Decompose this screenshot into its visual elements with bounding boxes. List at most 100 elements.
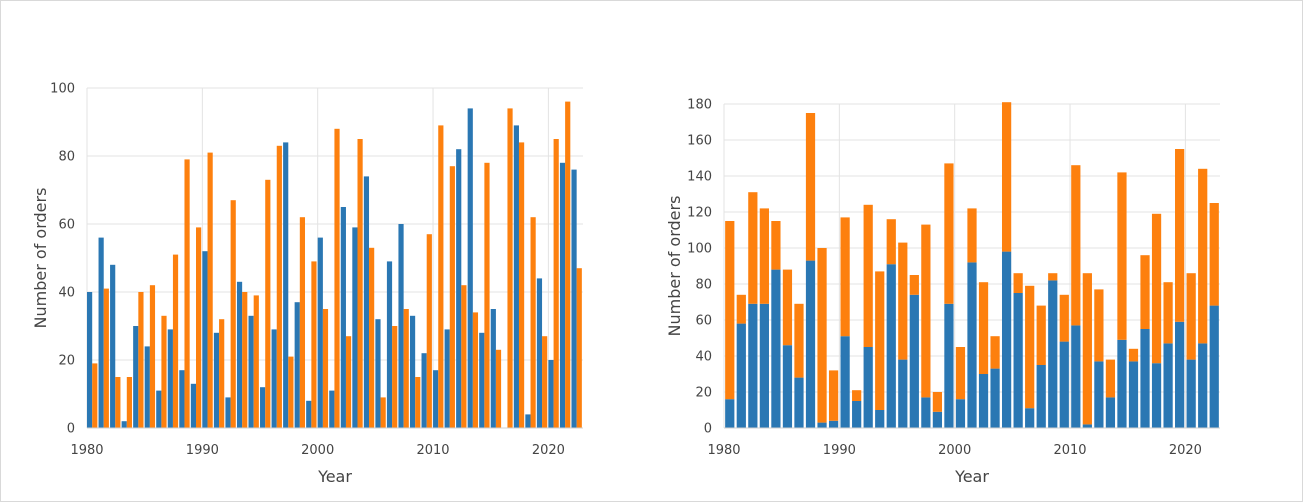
bar-1982-s0 [748,303,758,428]
bar-2006-s1 [392,326,398,428]
bar-2022-s1 [576,268,582,428]
bar-1988-s1 [184,159,190,428]
bar-2018-s0 [1163,343,1173,428]
y-tick-label: 120 [687,206,712,221]
bar-2009-s0 [1059,341,1069,428]
bar-1995-s0 [260,387,266,428]
bar-2002-s0 [978,374,989,428]
y-tick-label: 100 [50,82,75,97]
bar-1986-s1 [794,303,804,378]
y-tick-label: 60 [695,314,712,329]
y-tick-label: 160 [687,134,712,149]
bar-1984-s0 [771,269,781,428]
bar-2010-s0 [433,370,439,428]
bar-2002-s1 [978,282,989,374]
y-tick-label: 140 [687,170,712,185]
bar-1997-s0 [921,397,931,428]
bar-2003-s1 [357,139,363,428]
bar-2007-s0 [1036,365,1046,428]
bar-1980-s0 [87,292,93,428]
bar-1983-s1 [126,377,132,428]
bar-2001-s1 [967,208,977,263]
y-tick-label: 180 [687,98,712,113]
bar-1994-s0 [886,264,896,428]
bar-1983-s1 [759,208,769,304]
bar-1987-s1 [172,254,179,428]
bar-2016-s0 [1140,329,1150,428]
grouped-bar-chart: 0 20 40 60 80 100 1980 1990 2000 2010 2020 Year Numb… [31,82,583,486]
stacked-bar-chart: 0 20 40 60 80 100 120 140 160 180 1980 1990 2000 2010… [665,98,1220,486]
bar-2006-s1 [1025,285,1035,409]
bar-1981-s0 [736,323,746,428]
bar-2008-s0 [409,315,416,428]
bar-1997-s0 [283,142,289,428]
bar-2021-s0 [559,162,566,429]
bar-2018-s1 [1163,282,1173,344]
bar-2003-s0 [990,368,1000,428]
bar-2009-s0 [421,353,427,428]
bar-1982-s1 [115,377,121,428]
y-tick-label: 0 [67,422,75,437]
bar-1998-s0 [932,411,943,428]
bar-1996-s0 [909,294,919,428]
bar-1986-s0 [794,377,804,428]
y-tick-label: 40 [58,286,75,301]
bar-1986-s0 [156,390,162,428]
bar-2016-s1 [1140,255,1150,329]
bar-2001-s1 [334,128,340,429]
bar-1993-s1 [242,292,248,428]
bar-1987-s1 [805,113,816,261]
y-tick-label: 80 [58,150,75,165]
x-tick-label: 2010 [416,443,449,458]
bar-1999-s0 [306,400,312,428]
x-tick-label: 2000 [301,443,334,458]
x-tick-label: 2010 [1053,443,1086,458]
bar-2010-s1 [438,125,444,429]
bar-2013-s1 [472,312,479,428]
y-tick-label: 0 [704,422,712,437]
y-tick-label: 40 [695,350,712,365]
bar-1994-s1 [886,219,896,265]
bar-2000-s1 [955,347,966,400]
bar-1997-s1 [921,224,931,398]
bar-2005-s0 [1013,293,1023,428]
bar-2015-s0 [490,309,496,428]
bar-2021-s1 [565,101,571,428]
bar-2005-s1 [380,397,386,428]
bar-2011-s0 [1082,424,1092,428]
bar-2008-s1 [1048,273,1058,281]
y-tick-label: 60 [58,218,75,233]
bar-1997-s1 [288,356,294,428]
bar-1989-s1 [828,370,839,421]
bar-2005-s1 [1013,273,1023,293]
bar-2014-s0 [1117,339,1127,428]
x-axis-title: Year [954,467,989,486]
bar-1996-s0 [271,329,277,428]
bar-2017-s0 [513,125,519,429]
bar-2020-s0 [548,360,554,428]
bar-2013-s0 [467,108,473,429]
bar-2004-s1 [1001,102,1012,252]
bar-2014-s0 [479,332,485,428]
bar-2003-s1 [990,336,1000,369]
x-axis-title: Year [317,467,352,486]
bar-2021-s0 [1198,343,1208,428]
bar-1990-s1 [207,152,213,428]
bar-2014-s1 [1117,172,1127,340]
bar-2022-s0 [571,169,577,428]
y-tick-label: 20 [695,386,712,401]
bar-2007-s1 [1036,305,1046,365]
bar-2009-s1 [426,234,432,428]
bar-2004-s0 [1001,251,1012,428]
bar-1992-s1 [230,200,236,428]
bar-1993-s0 [875,410,885,428]
bars [725,102,1219,428]
bar-2020-s1 [1186,273,1196,360]
bar-2015-s1 [495,349,502,428]
bar-1980-s1 [92,363,98,428]
bar-1993-s0 [236,281,243,428]
bar-1989-s0 [190,383,197,428]
bar-2017-s1 [518,142,525,428]
bar-2020-s1 [553,139,559,428]
bar-1987-s0 [805,260,816,428]
